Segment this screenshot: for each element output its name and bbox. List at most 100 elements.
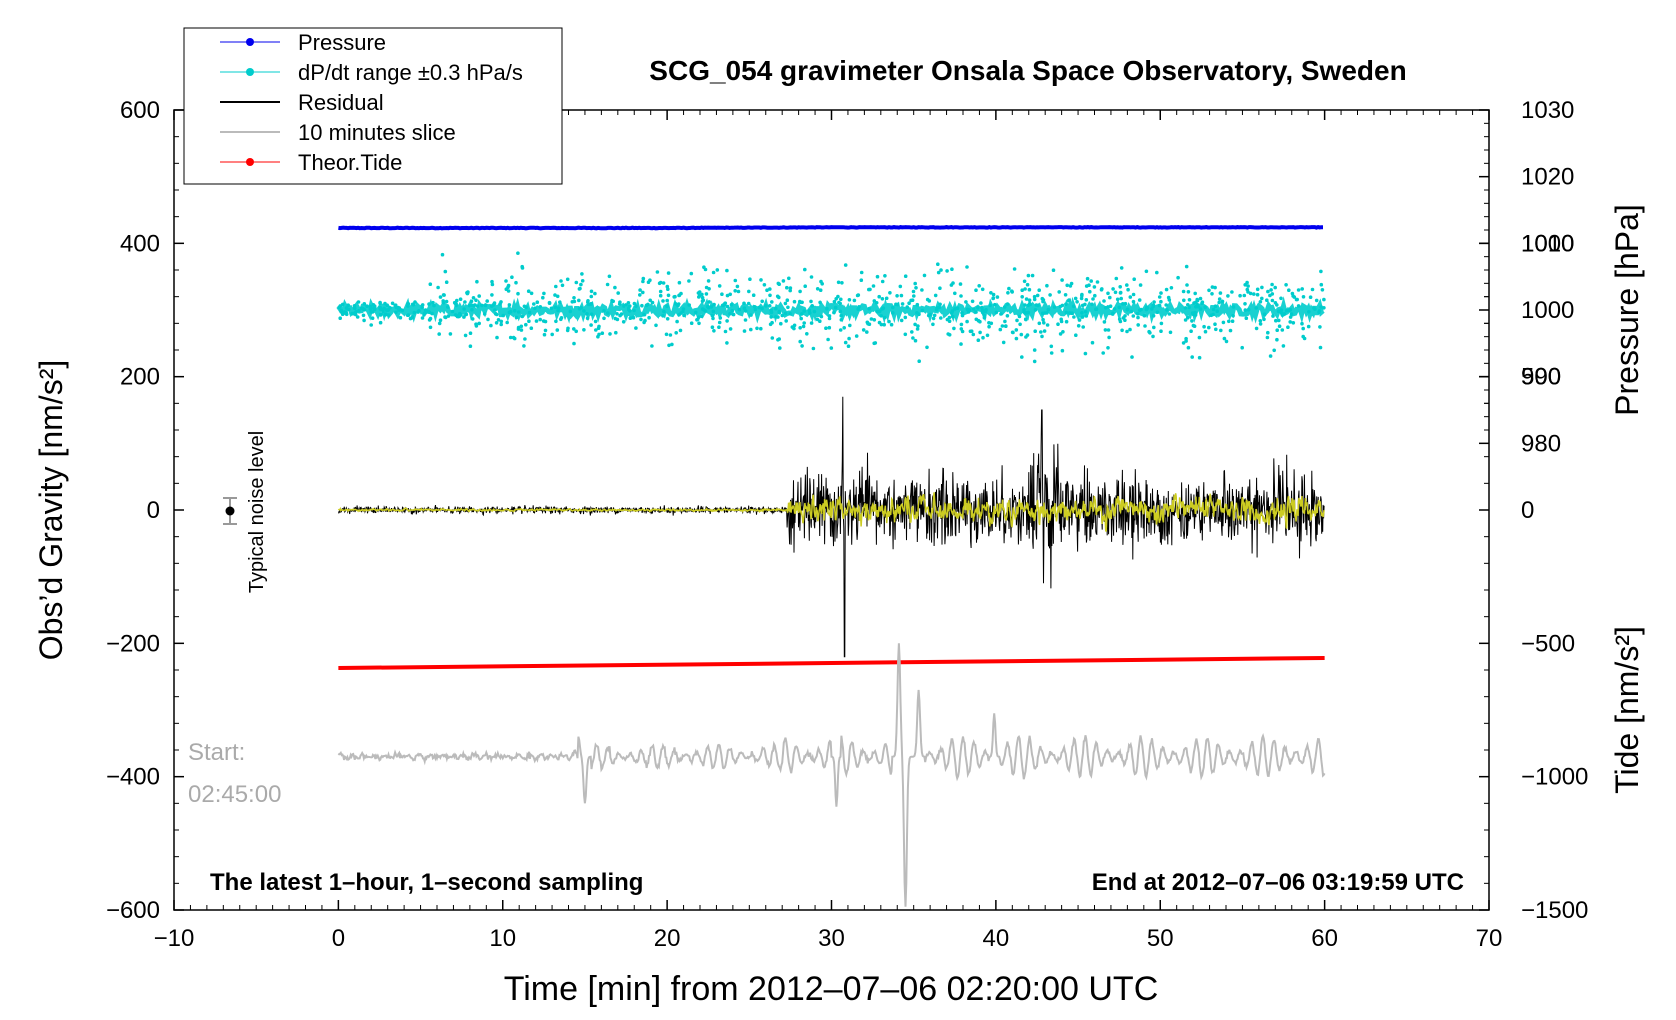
dpdt-point bbox=[406, 313, 411, 317]
dpdt-point bbox=[1252, 292, 1256, 296]
dpdt-point bbox=[1269, 288, 1273, 292]
dpdt-point bbox=[1258, 300, 1263, 304]
dpdt-point bbox=[337, 305, 342, 310]
dpdt-point bbox=[499, 319, 504, 324]
dpdt-point bbox=[580, 279, 585, 283]
dpdt-point bbox=[1138, 283, 1143, 287]
dpdt-point bbox=[339, 308, 344, 313]
pressure-tick-label: 1000 bbox=[1521, 297, 1574, 324]
dpdt-point bbox=[701, 298, 706, 303]
dpdt-point bbox=[1131, 292, 1136, 297]
dpdt-point bbox=[654, 323, 658, 328]
dpdt-point bbox=[522, 344, 526, 348]
dpdt-point bbox=[542, 291, 546, 296]
dpdt-point bbox=[458, 297, 463, 302]
dpdt-point bbox=[840, 281, 844, 285]
dpdt-point bbox=[1211, 307, 1216, 312]
dpdt-point bbox=[1265, 298, 1269, 303]
dpdt-point bbox=[344, 310, 349, 315]
dpdt-point bbox=[697, 321, 701, 326]
dpdt-point bbox=[1007, 286, 1011, 291]
dpdt-point bbox=[1181, 341, 1186, 345]
dpdt-point bbox=[725, 341, 729, 345]
dpdt-point bbox=[610, 298, 614, 303]
dpdt-point bbox=[1060, 278, 1064, 282]
dpdt-point bbox=[1314, 298, 1319, 303]
dpdt-point bbox=[1075, 300, 1079, 304]
dpdt-point bbox=[980, 305, 984, 310]
y-axis-label-pressure: Pressure [hPa] bbox=[1609, 204, 1645, 416]
dpdt-point bbox=[477, 294, 482, 298]
dpdt-point bbox=[1300, 321, 1304, 326]
dpdt-point bbox=[553, 293, 557, 297]
dpdt-point bbox=[606, 311, 610, 315]
dpdt-point bbox=[1115, 297, 1120, 302]
dpdt-point bbox=[1248, 291, 1253, 296]
dpdt-point bbox=[1005, 302, 1010, 306]
dpdt-point bbox=[974, 317, 979, 322]
dpdt-point bbox=[642, 320, 646, 325]
dpdt-point bbox=[346, 303, 351, 308]
dpdt-point bbox=[733, 289, 737, 293]
dpdt-point bbox=[913, 338, 918, 343]
dpdt-point bbox=[579, 282, 583, 287]
dpdt-point bbox=[661, 299, 665, 303]
dpdt-point bbox=[689, 321, 694, 326]
dpdt-point bbox=[1076, 324, 1081, 328]
dpdt-point bbox=[812, 309, 817, 314]
dpdt-point bbox=[728, 311, 732, 316]
dpdt-point bbox=[1168, 330, 1173, 335]
dpdt-point bbox=[555, 294, 560, 299]
dpdt-point bbox=[1243, 283, 1247, 287]
dpdt-point bbox=[480, 303, 484, 308]
dpdt-point bbox=[607, 274, 612, 279]
dpdt-point bbox=[597, 324, 601, 329]
dpdt-point bbox=[880, 297, 885, 301]
dpdt-point bbox=[490, 282, 495, 287]
dpdt-point bbox=[437, 321, 442, 326]
dpdt-point bbox=[1010, 289, 1014, 294]
dpdt-point bbox=[717, 284, 722, 288]
dpdt-point bbox=[506, 289, 511, 293]
dpdt-point bbox=[493, 311, 498, 316]
dpdt-point bbox=[519, 328, 524, 332]
dpdt-point bbox=[898, 284, 903, 289]
dpdt-point bbox=[516, 327, 521, 331]
dpdt-point bbox=[446, 305, 450, 309]
dpdt-point bbox=[1217, 300, 1221, 305]
dpdt-point bbox=[958, 282, 963, 286]
dpdt-point bbox=[420, 303, 425, 307]
dpdt-point bbox=[1002, 305, 1007, 309]
dpdt-point bbox=[715, 268, 720, 272]
dpdt-point bbox=[1184, 336, 1188, 341]
tide-tick-label: 500 bbox=[1521, 364, 1561, 391]
dpdt-point bbox=[1094, 307, 1098, 312]
dpdt-point bbox=[1118, 285, 1122, 289]
dpdt-point bbox=[798, 299, 802, 304]
ten-minute-slice-series bbox=[337, 643, 1326, 907]
dpdt-point bbox=[818, 300, 822, 305]
dpdt-point bbox=[1093, 293, 1097, 298]
dpdt-point bbox=[608, 332, 612, 336]
dpdt-point bbox=[470, 307, 474, 312]
dpdt-point bbox=[1089, 279, 1093, 283]
dpdt-point bbox=[818, 288, 823, 293]
dpdt-point bbox=[1059, 319, 1064, 324]
dpdt-point bbox=[809, 299, 813, 304]
dpdt-point bbox=[965, 307, 970, 312]
dpdt-point bbox=[697, 294, 702, 298]
dpdt-point bbox=[770, 336, 775, 340]
dpdt-point bbox=[1200, 301, 1204, 306]
dpdt-point bbox=[1222, 336, 1227, 341]
dpdt-point bbox=[728, 327, 733, 331]
dpdt-point bbox=[1019, 332, 1024, 337]
dpdt-point bbox=[1275, 337, 1279, 342]
dpdt-point bbox=[711, 270, 716, 275]
left-y-tick-label: 600 bbox=[120, 97, 160, 124]
dpdt-point bbox=[1106, 346, 1110, 350]
dpdt-point bbox=[574, 280, 579, 285]
start-time-label: 02:45:00 bbox=[188, 781, 281, 808]
dpdt-point bbox=[800, 312, 804, 316]
dpdt-point bbox=[464, 312, 469, 317]
